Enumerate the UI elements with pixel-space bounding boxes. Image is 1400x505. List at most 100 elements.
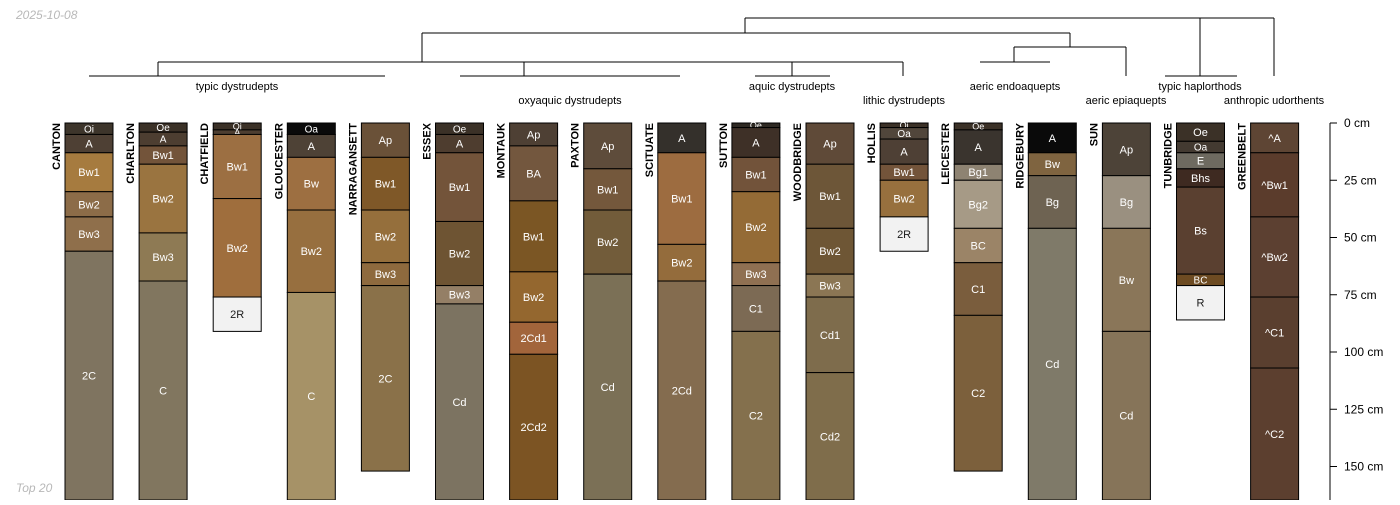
profile-name: GLOUCESTER (273, 123, 285, 199)
horizon-label: Bw3 (152, 252, 173, 264)
horizon-Bw2 (657, 243, 707, 282)
profile-name: NARRAGANSETT (347, 123, 359, 216)
horizon-label: Bw1 (449, 182, 470, 194)
profile-paxton: PAXTON Ap Bw1 Bw2 Cd (570, 122, 633, 501)
horizon-Cd (583, 273, 633, 501)
group-label: oxyaquic dystrudepts (518, 95, 622, 107)
profile-name: LEICESTER (940, 123, 952, 185)
horizon-label: Bw2 (226, 243, 247, 255)
horizon-label: Cd1 (820, 330, 840, 342)
horizon-label: Bg2 (968, 199, 988, 211)
horizon-label: Cd (1119, 411, 1133, 423)
horizon-Bw1 (360, 156, 410, 211)
horizon-label: C1 (749, 303, 763, 315)
group-label: lithic dystrudepts (863, 95, 945, 107)
horizon-^C2 (1250, 367, 1300, 501)
horizon-A (1027, 122, 1077, 154)
horizon-label: Bw1 (597, 184, 618, 196)
horizon-label: A (752, 137, 760, 149)
horizon-label: Cd (452, 397, 466, 409)
horizon-Bw1 (657, 152, 707, 245)
horizon-label: Bw2 (78, 199, 99, 211)
horizon-BC (953, 227, 1003, 264)
profile-name: CANTON (51, 123, 63, 170)
horizon-Bw (1101, 227, 1151, 332)
profile-name: CHATFIELD (199, 123, 211, 185)
horizon-A (731, 127, 781, 158)
horizon-label: Oi (900, 121, 909, 131)
horizon-Bw2 (212, 198, 262, 298)
horizon-label: Bw2 (745, 222, 766, 234)
horizon-Bw1 (805, 163, 855, 229)
horizon-label: Bw2 (152, 194, 173, 206)
profile-sun: SUN Ap Bg Bw Cd (1088, 122, 1151, 501)
horizon-label: ^Bw1 (1261, 180, 1288, 192)
axis-tick-label: 150 cm (1344, 460, 1383, 474)
horizon-label: C2 (749, 411, 763, 423)
profile-gloucester: GLOUCESTER Oa A Bw Bw2 C (273, 122, 336, 501)
horizon-label: C (307, 391, 315, 403)
horizon-2C (64, 250, 114, 501)
axis-tick-label: 25 cm (1344, 173, 1377, 187)
profile-name: CHARLTON (125, 123, 137, 184)
horizon-label: BA (526, 168, 541, 180)
group-label: aeric epiaquepts (1086, 95, 1167, 107)
horizon-Bw3 (64, 216, 114, 252)
horizon-2Cd (657, 280, 707, 501)
horizon-Bw2 (435, 220, 484, 287)
group-label: aeric endoaquepts (970, 81, 1061, 93)
horizon-A (657, 122, 707, 154)
horizon-2R (212, 296, 262, 332)
group-label: typic dystrudepts (196, 81, 279, 93)
horizon-^Bw2 (1250, 216, 1300, 298)
horizon-label: A (678, 133, 686, 145)
horizon-label: 2C (82, 371, 96, 383)
horizon-label: Bw1 (375, 179, 396, 191)
horizon-Bw2 (731, 191, 781, 264)
horizon-label: Bw3 (745, 269, 766, 281)
horizon-label: BC (971, 240, 986, 252)
group-label: typic haplorthods (1158, 81, 1242, 93)
horizon-Bw2 (583, 209, 633, 275)
profile-name: GREENBELT (1237, 123, 1249, 190)
horizon-A (953, 129, 1003, 165)
horizon-label: A (1049, 133, 1057, 145)
horizon-label: Bw3 (375, 269, 396, 281)
horizon-label: Oe (1193, 127, 1208, 139)
horizon-label: A (85, 139, 93, 151)
horizon-Ap (805, 122, 855, 165)
profile-woodbridge: WOODBRIDGE Ap Bw1 Bw2 Bw3 Cd1 Cd2 (792, 122, 855, 501)
horizon-R (1176, 285, 1225, 321)
horizon-label: Bw1 (819, 191, 840, 203)
horizon-label: Cd (1045, 359, 1059, 371)
horizon-label: ^A (1268, 133, 1281, 145)
axis-tick-label: 75 cm (1344, 288, 1377, 302)
horizon-label: Bw2 (597, 237, 618, 249)
horizon-label: A (160, 135, 167, 146)
horizon-label: Ap (1120, 144, 1133, 156)
profile-name: ESSEX (422, 122, 434, 159)
horizon-A (879, 138, 929, 165)
horizon-label: Oe (156, 123, 170, 134)
horizon-Bs (1176, 186, 1225, 275)
horizon-label: 2Cd (672, 385, 692, 397)
horizon-label: A (456, 139, 464, 151)
horizon-label: Bw3 (819, 281, 840, 293)
horizon-Ap (583, 122, 633, 170)
horizon-label: A (975, 142, 983, 154)
horizon-Bw1 (509, 200, 559, 273)
profile-tunbridge: TUNBRIDGE Oe Oa E Bhs Bs BC R (1163, 122, 1225, 321)
horizon-label: Bw2 (523, 292, 544, 304)
horizon-label: Bw2 (375, 231, 396, 243)
horizon-2Cd1 (509, 321, 559, 355)
date-label: 2025-10-08 (16, 8, 78, 22)
horizon-Bw (286, 156, 336, 211)
horizon-label: 2Cd2 (520, 422, 546, 434)
profile-name: RIDGEBURY (1014, 122, 1026, 188)
horizon-label: ^Bw2 (1261, 252, 1288, 264)
horizon-label: Bw (304, 179, 319, 191)
profile-name: SUTTON (718, 123, 730, 168)
horizon-2R (879, 216, 929, 252)
horizon-2C (360, 285, 410, 472)
axis-tick-label: 125 cm (1344, 402, 1383, 416)
